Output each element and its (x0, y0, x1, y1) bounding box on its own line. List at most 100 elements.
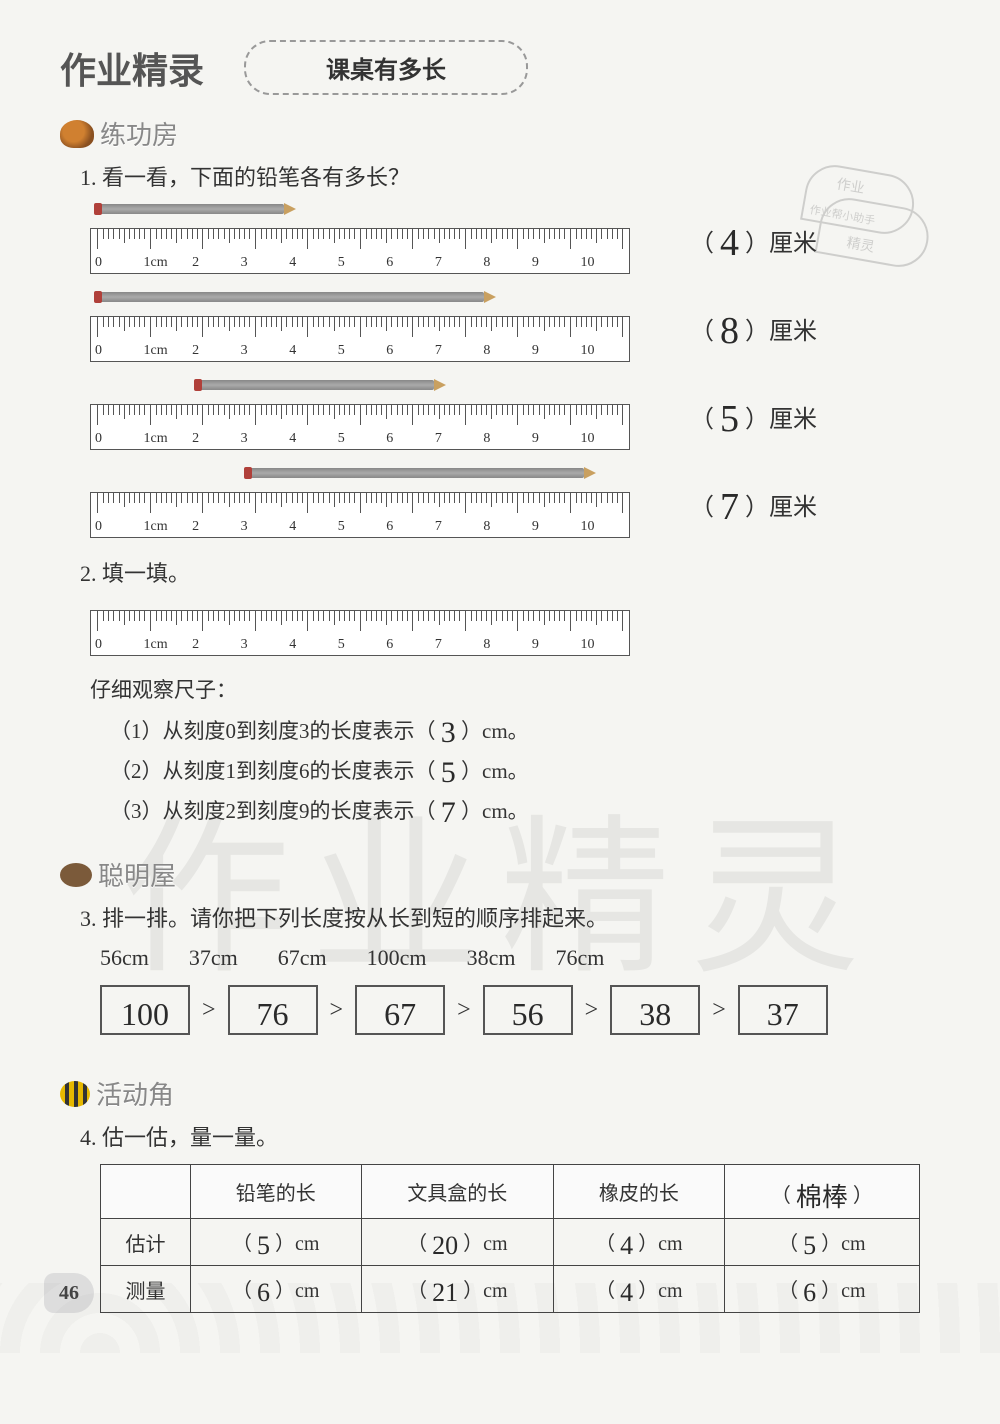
table-header: （ 棉棒 ） (724, 1165, 919, 1219)
section-label: 聪明屋 (98, 856, 176, 893)
ruler-label: 9 (530, 431, 579, 447)
ruler-label: 4 (287, 637, 336, 653)
pencil (96, 292, 484, 302)
ruler-label: 2 (190, 519, 239, 535)
q1-prompt: 看一看，下面的铅笔各有多长？ (102, 165, 410, 190)
handwritten-answer: 3 (441, 716, 456, 750)
ruler-label: 1cm (142, 519, 191, 535)
ruler-label: 0 (93, 519, 142, 535)
handwritten-answer: 21 (432, 1278, 458, 1308)
q2-number: 2. (80, 561, 97, 586)
section-label: 活动角 (96, 1075, 174, 1112)
ruler-label: 10 (578, 637, 627, 653)
ruler-label: 6 (384, 343, 433, 359)
fill-line: （2）从刻度1到刻度6的长度表示（ 5 ）cm。 (110, 752, 940, 786)
ruler-label: 7 (433, 519, 482, 535)
ruler-label: 7 (433, 343, 482, 359)
q3-number: 3. (80, 906, 97, 931)
ruler-label: 5 (336, 255, 385, 271)
ruler-label: 6 (384, 255, 433, 271)
length-value: 37cm (189, 945, 238, 971)
bug-icon (60, 863, 92, 887)
ruler: 01cm2345678910 (90, 404, 630, 450)
ruler: 01cm2345678910 (90, 610, 630, 656)
table-cell: （ 5 ）cm (724, 1219, 919, 1266)
handwritten-answer: 100 (121, 996, 169, 1033)
q4-prompt: 估一估，量一量。 (102, 1125, 278, 1150)
q1-number: 1. (80, 165, 97, 190)
greater-than: > (457, 997, 471, 1024)
bee-icon (60, 1081, 90, 1107)
ruler-label: 2 (190, 431, 239, 447)
pencil (96, 204, 284, 214)
ruler-label: 5 (336, 431, 385, 447)
table-cell: （ 5 ）cm (190, 1219, 361, 1266)
ruler-label: 4 (287, 519, 336, 535)
ruler-label: 6 (384, 637, 433, 653)
ruler-label: 5 (336, 637, 385, 653)
pencil (246, 468, 584, 478)
answer-box: 100 (100, 985, 190, 1035)
handwritten-answer: 38 (639, 996, 671, 1033)
ruler-label: 1cm (142, 343, 191, 359)
greater-than: > (330, 997, 344, 1024)
table-header: 铅笔的长 (190, 1165, 361, 1219)
table-header (101, 1165, 191, 1219)
handwritten-answer: 8 (720, 309, 739, 353)
handwritten-answer: 37 (767, 996, 799, 1033)
table-header: 橡皮的长 (554, 1165, 725, 1219)
q4-table: 铅笔的长文具盒的长橡皮的长（ 棉棒 ） 估计（ 5 ）cm（ 20 ）cm（ 4… (100, 1164, 920, 1313)
ruler-label: 0 (93, 431, 142, 447)
table-cell: （ 6 ）cm (190, 1266, 361, 1313)
handwritten-answer: 棉棒 (796, 1177, 848, 1214)
q3-prompt: 排一排。请你把下列长度按从长到短的顺序排起来。 (102, 906, 608, 931)
ruler-label: 2 (190, 255, 239, 271)
ruler-label: 9 (530, 255, 579, 271)
ruler-label: 9 (530, 343, 579, 359)
length-value: 56cm (100, 945, 149, 971)
ruler-label: 10 (578, 519, 627, 535)
page-number: 46 (44, 1273, 94, 1313)
ruler-label: 8 (481, 519, 530, 535)
ruler: 01cm2345678910 (90, 316, 630, 362)
handwritten-answer: 6 (257, 1278, 270, 1308)
length-value: 67cm (278, 945, 327, 971)
table-cell: （ 4 ）cm (554, 1266, 725, 1313)
answer-box: 38 (610, 985, 700, 1035)
ruler-label: 3 (239, 637, 288, 653)
answer-slot: （ 5 ）厘米 (690, 393, 940, 437)
length-value: 76cm (555, 945, 604, 971)
handwritten-answer: 6 (803, 1278, 816, 1308)
ruler-label: 4 (287, 343, 336, 359)
handwritten-answer: 7 (720, 485, 739, 529)
answer-slot: （ 4 ）厘米 (690, 217, 940, 261)
handwritten-answer: 4 (620, 1231, 633, 1261)
answer-box: 67 (355, 985, 445, 1035)
ruler-label: 8 (481, 431, 530, 447)
ruler: 01cm2345678910 (90, 492, 630, 538)
ruler-label: 7 (433, 255, 482, 271)
ruler-label: 10 (578, 343, 627, 359)
ruler-label: 3 (239, 343, 288, 359)
table-header: 文具盒的长 (361, 1165, 554, 1219)
handwritten-answer: 5 (720, 397, 739, 441)
ruler-label: 10 (578, 255, 627, 271)
ruler-label: 4 (287, 431, 336, 447)
ruler-label: 7 (433, 431, 482, 447)
table-row-head: 测量 (101, 1266, 191, 1313)
ruler-label: 9 (530, 519, 579, 535)
ruler-label: 1cm (142, 255, 191, 271)
handwritten-answer: 56 (512, 996, 544, 1033)
ruler-label: 6 (384, 431, 433, 447)
ruler-label: 8 (481, 255, 530, 271)
answer-box: 37 (738, 985, 828, 1035)
handwritten-answer: 67 (384, 996, 416, 1033)
ruler-label: 8 (481, 343, 530, 359)
answer-box: 56 (483, 985, 573, 1035)
greater-than: > (585, 997, 599, 1024)
answer-slot: （ 7 ）厘米 (690, 481, 940, 525)
q2-prompt: 填一填。 (102, 561, 190, 586)
table-cell: （ 21 ）cm (361, 1266, 554, 1313)
answer-slot: （ 8 ）厘米 (690, 305, 940, 349)
ruler-label: 10 (578, 431, 627, 447)
